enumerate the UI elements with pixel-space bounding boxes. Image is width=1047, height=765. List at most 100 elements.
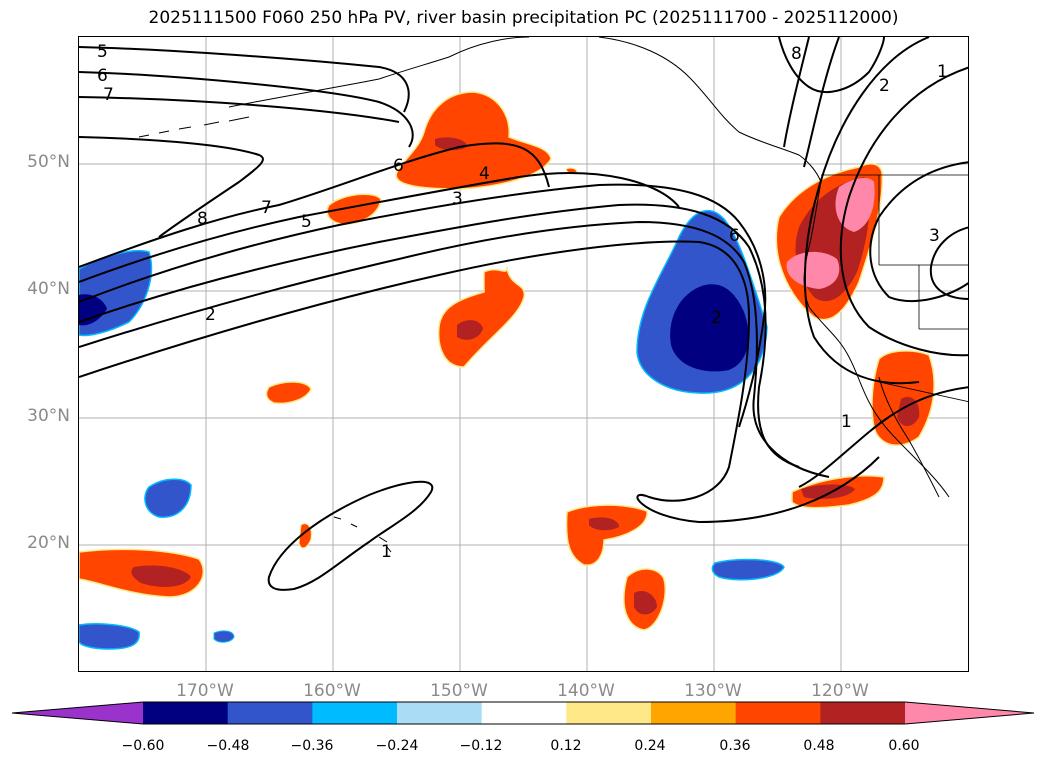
- precip-blob-pos-5-core: [589, 517, 619, 531]
- precip-blob-pos-coast-pink-2: [835, 177, 875, 232]
- colorbar-segment-7: [735, 702, 821, 724]
- colorbar-label-m036: −0.36: [290, 738, 334, 754]
- contour-2-band: [79, 240, 880, 524]
- precip-blob-pos-2: [326, 193, 382, 225]
- contour-6: [79, 71, 414, 148]
- contour-east-loop: [929, 226, 968, 300]
- colorbar-label-m048: −0.48: [206, 738, 250, 754]
- contour-label-3-band: 3: [452, 189, 463, 209]
- contour-label-1-hawaii: 1: [381, 542, 392, 562]
- coastlines: [138, 37, 950, 553]
- coastline-baja: [878, 376, 940, 498]
- border-us-mexico: [878, 381, 968, 402]
- aleutian-islands: [138, 116, 250, 138]
- map-canvas: 5 6 7 8 7 5 6 4 3 2 8 2 1 6 2 1 1 3: [79, 37, 968, 671]
- precip-blob-neg-small-1: [144, 478, 192, 518]
- colorbar-segment-2: [312, 702, 398, 724]
- precip-positive: [79, 91, 935, 631]
- contour-label-4-band: 4: [479, 164, 490, 184]
- precip-blob-pos-8-core: [897, 397, 920, 426]
- precip-blob-pos-coast-pink-1: [786, 251, 840, 289]
- precip-blob-pos-3: [437, 266, 525, 368]
- colorbar-segment-8: [820, 702, 906, 724]
- contour-7-band: [79, 142, 550, 268]
- precip-blob-pos-7-core: [801, 484, 855, 499]
- contour-label-3-east: 3: [929, 226, 940, 246]
- lon-label-160w: 160°W: [303, 681, 361, 701]
- precip-blob-neg-west-core: [79, 294, 107, 326]
- coastline-alaska: [228, 37, 822, 183]
- contour-label-5-band: 5: [301, 212, 312, 232]
- colorbar-extend-low: [12, 702, 143, 724]
- lat-label-20n: 20°N: [27, 533, 70, 553]
- map-panel: 5 6 7 8 7 5 6 4 3 2 8 2 1 6 2 1 1 3: [78, 36, 969, 672]
- contour-1-east: [798, 386, 968, 488]
- contour-5-band: [79, 172, 680, 283]
- hawaii-islands: [333, 516, 392, 553]
- colorbar-segments: [12, 702, 1034, 724]
- contour-east-2: [803, 37, 840, 168]
- precip-blob-neg-small-2: [79, 623, 140, 650]
- contour-7-top: [79, 96, 400, 123]
- precip-blob-pos-4: [265, 381, 312, 405]
- contour-label-2-central: 2: [711, 308, 722, 328]
- precip-blob-pos-5: [565, 504, 648, 566]
- contour-east-5: [869, 161, 968, 303]
- contour-east-4: [839, 66, 968, 357]
- precip-blob-neg-central-core: [670, 284, 749, 372]
- lon-label-150w: 150°W: [430, 681, 488, 701]
- lon-label-170w: 170°W: [176, 681, 234, 701]
- contour-label-2-east: 2: [879, 76, 890, 96]
- contour-8-north: [778, 37, 885, 93]
- contour-label-7: 7: [103, 85, 114, 105]
- pv-contours: [79, 37, 968, 591]
- colorbar: [11, 701, 1035, 725]
- colorbar-label-m012: −0.12: [459, 738, 503, 754]
- lat-label-50n: 50°N: [27, 152, 70, 172]
- contour-8-loop: [79, 136, 264, 238]
- contour-3-band: [79, 220, 830, 478]
- contour-label-7-band: 7: [261, 198, 272, 218]
- contour-5: [79, 46, 410, 113]
- gridlines: [79, 37, 968, 671]
- colorbar-label-p012: 0.12: [550, 738, 582, 754]
- lon-label-140w: 140°W: [557, 681, 615, 701]
- colorbar-label-p048: 0.48: [803, 738, 835, 754]
- colorbar-label-p036: 0.36: [719, 738, 751, 754]
- colorbar-segment-1: [227, 702, 313, 724]
- colorbar-segment-6: [651, 702, 737, 724]
- contour-label-8-north: 8: [791, 44, 802, 64]
- colorbar-extend-high: [905, 702, 1034, 724]
- colorbar-outline: [11, 701, 1035, 725]
- precip-blob-neg-small-4: [213, 630, 235, 643]
- contour-label-1-coast: 1: [841, 412, 852, 432]
- contour-label-6-central: 6: [729, 226, 740, 246]
- precip-blob-neg-small-3: [711, 558, 785, 581]
- precip-negative-central: [636, 210, 768, 394]
- contour-1-hawaii-loop: [267, 480, 434, 591]
- precip-blob-pos-small-2: [565, 167, 578, 174]
- colorbar-label-m024: −0.24: [375, 738, 419, 754]
- precip-blob-pos-6-core: [634, 590, 657, 615]
- colorbar-segment-3: [397, 702, 483, 724]
- precip-blob-pos-1: [395, 91, 552, 190]
- lon-label-130w: 130°W: [684, 681, 742, 701]
- precip-blob-pos-3-core: [457, 320, 483, 340]
- precip-blob-pos-west-band-core: [131, 565, 191, 587]
- colorbar-label-p060: 0.60: [888, 738, 920, 754]
- contour-east-1: [783, 37, 810, 148]
- lat-label-40n: 40°N: [27, 279, 70, 299]
- contour-label-5: 5: [97, 42, 108, 62]
- contour-labels: 5 6 7 8 7 5 6 4 3 2 8 2 1 6 2 1 1 3: [97, 42, 948, 562]
- contour-4-band: [79, 203, 800, 468]
- contour-label-6-band: 6: [393, 156, 404, 176]
- precip-negative-west: [79, 249, 153, 337]
- map-title: 2025111500 F060 250 hPa PV, river basin …: [148, 8, 899, 28]
- lat-label-30n: 30°N: [27, 406, 70, 426]
- contour-label-1-east: 1: [937, 62, 948, 82]
- coastline-na-west: [803, 181, 950, 498]
- lon-label-120w: 120°W: [811, 681, 869, 701]
- colorbar-segment-4: [481, 702, 567, 724]
- colorbar-label-m060: −0.60: [121, 738, 165, 754]
- contour-6-band: [79, 183, 767, 428]
